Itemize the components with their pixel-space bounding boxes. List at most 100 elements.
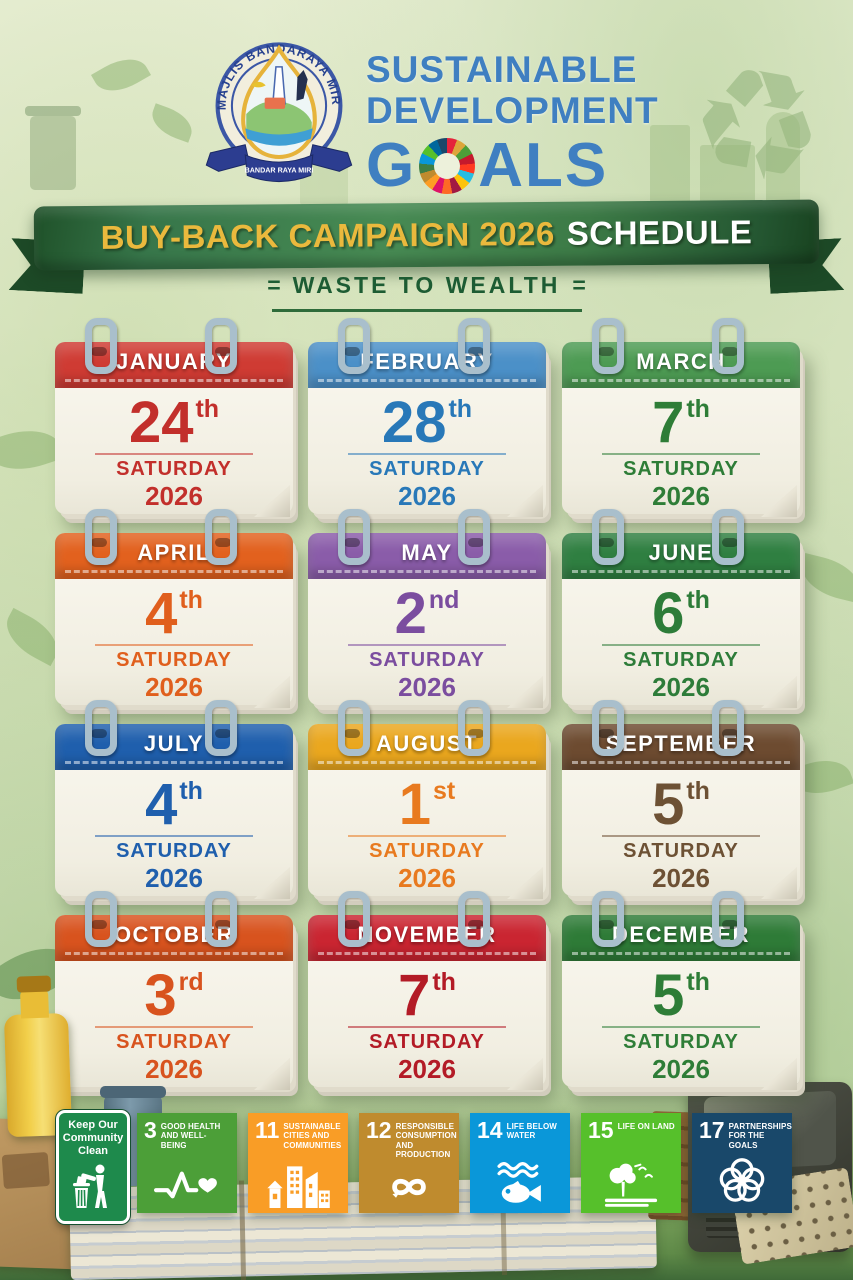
year: 2026 [652, 672, 710, 702]
faded-building-illustration [766, 112, 800, 207]
day-number: 4 [145, 581, 178, 646]
sdg-number: 14 [477, 1117, 503, 1143]
binder-ring-icon [338, 891, 370, 947]
date: 2nd [308, 585, 546, 643]
divider-line [95, 1026, 253, 1028]
sdg-badge-17: 17 Partnerships for the Goals [692, 1113, 792, 1213]
year: 2026 [398, 481, 456, 511]
sdg-badge-14: 14 Life Below Water [470, 1113, 570, 1213]
binder-ring-icon [592, 318, 624, 374]
sdg-title: Partnerships for the Goals [728, 1122, 792, 1150]
calendar-card-june: JUNE 6th SATURDAY 2026 [562, 509, 800, 708]
sdg-title: Responsible Consumption and Production [395, 1122, 457, 1160]
card-body: 4th SATURDAY 2026 [55, 770, 293, 902]
dashed-divider [572, 570, 790, 573]
year: 2026 [145, 672, 203, 702]
date: 28th [308, 394, 546, 452]
month-name: MAY [401, 540, 453, 565]
calendar-card-december: DECEMBER 5th SATURDAY 2026 [562, 891, 800, 1090]
card-body: 28th SATURDAY 2026 [308, 388, 546, 520]
weekday: SATURDAY [116, 1031, 232, 1053]
weekday: SATURDAY [623, 458, 739, 480]
month-header: OCTOBER [55, 915, 293, 961]
sdg3-health-icon [137, 1164, 237, 1208]
sdg-title: Sustainable Cities and Communities [283, 1122, 342, 1150]
binder-ring-icon [592, 891, 624, 947]
ordinal-suffix: th [686, 395, 710, 423]
month-header: JANUARY [55, 342, 293, 388]
sdg-number: 3 [144, 1117, 157, 1143]
date: 6th [562, 585, 800, 643]
weekday: SATURDAY [369, 649, 485, 671]
calendar-card-september: SEPTEMBER 5th SATURDAY 2026 [562, 700, 800, 899]
goals-letters-als: ALS [478, 131, 609, 201]
dashed-divider [318, 952, 536, 955]
sdg15-tree-icon [581, 1160, 681, 1208]
day-number: 5 [652, 963, 685, 1028]
community-sign: Keep Our Community Clean [56, 1110, 130, 1224]
divider-line [348, 644, 506, 646]
card-body: 4th SATURDAY 2026 [55, 579, 293, 711]
date: 7th [562, 394, 800, 452]
divider-line [348, 835, 506, 837]
ordinal-suffix: st [433, 777, 456, 805]
weekday: SATURDAY [369, 458, 485, 480]
day-number: 3 [144, 963, 177, 1028]
ordinal-suffix: rd [178, 968, 204, 996]
dashed-divider [572, 379, 790, 382]
day-number: 28 [381, 390, 447, 455]
card-body: 5th SATURDAY 2026 [562, 961, 800, 1093]
card-body: 7th SATURDAY 2026 [562, 388, 800, 520]
day-number: 2 [394, 581, 427, 646]
ordinal-suffix: th [432, 968, 456, 996]
faded-building-illustration [700, 145, 755, 207]
binder-ring-icon [205, 318, 237, 374]
binder-ring-icon [458, 700, 490, 756]
binder-ring-icon [338, 509, 370, 565]
calendar-card-july: JULY 4th SATURDAY 2026 [55, 700, 293, 899]
card-body: 5th SATURDAY 2026 [562, 770, 800, 902]
weekday: SATURDAY [116, 649, 232, 671]
month-name: JULY [143, 731, 205, 756]
ordinal-suffix: nd [428, 586, 460, 614]
binder-ring-icon [712, 891, 744, 947]
binder-ring-icon [205, 700, 237, 756]
binder-ring-icon [592, 700, 624, 756]
date: 1st [308, 776, 546, 834]
ordinal-suffix: th [195, 395, 220, 423]
date: 24th [55, 394, 293, 452]
dashed-divider [65, 761, 283, 764]
binder-ring-icon [85, 318, 117, 374]
dashed-divider [318, 761, 536, 764]
calendar-card-february: FEBRUARY 28th SATURDAY 2026 [308, 318, 546, 517]
day-number: 7 [652, 390, 685, 455]
sdg-badge-15: 15 Life On Land [581, 1113, 681, 1213]
wordmark-goals: G ALS [366, 135, 659, 197]
faded-trashbin-illustration [25, 106, 81, 190]
binder-ring-icon [85, 700, 117, 756]
dashed-divider [65, 570, 283, 573]
card-body: 3rd SATURDAY 2026 [55, 961, 293, 1093]
calendar-card-january: JANUARY 24th SATURDAY 2026 [55, 318, 293, 517]
divider-line [348, 453, 506, 455]
binder-ring-icon [338, 318, 370, 374]
date: 5th [562, 967, 800, 1025]
binder-ring-icon [205, 891, 237, 947]
year: 2026 [145, 481, 203, 511]
binder-ring-icon [592, 509, 624, 565]
divider-line [602, 453, 760, 455]
leaf-decoration [90, 49, 152, 101]
divider-line [95, 644, 253, 646]
sdg-badge-12: 12 Responsible Consumption and Production [359, 1113, 459, 1213]
subtitle-text: WASTE TO WEALTH [292, 272, 561, 298]
ordinal-suffix: th [448, 395, 473, 423]
sign-line3: Clean [78, 1145, 108, 1158]
year: 2026 [398, 863, 456, 893]
banner-title-schedule: SCHEDULE [566, 213, 753, 252]
day-number: 6 [652, 581, 685, 646]
binder-ring-icon [712, 700, 744, 756]
year: 2026 [398, 672, 456, 702]
day-number: 5 [652, 772, 685, 837]
calendar-card-march: MARCH 7th SATURDAY 2026 [562, 318, 800, 517]
divider-line [95, 835, 253, 837]
